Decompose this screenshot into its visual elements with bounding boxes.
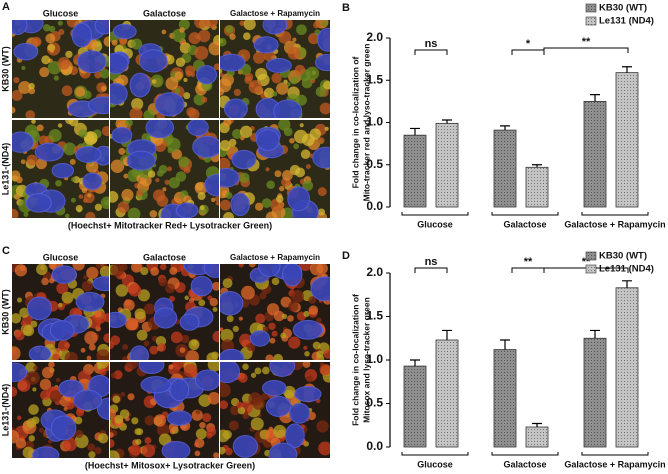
category-bracket [581, 452, 649, 456]
panel-label: B [342, 2, 350, 14]
significance-bracket [511, 49, 545, 55]
micrograph [12, 120, 109, 218]
legend-swatch [585, 3, 597, 13]
row-label: KB30 (WT) [0, 46, 10, 92]
bar [583, 337, 607, 448]
significance-label: ** [582, 36, 591, 48]
column-header: Galactose + Rapamycin [230, 9, 320, 18]
legend-swatch [585, 264, 597, 274]
error-bar [500, 339, 510, 350]
y-tick-label: 0.0 [366, 439, 383, 453]
y-tick-label: 2.0 [366, 265, 383, 279]
y-tick-label: 0.0 [366, 199, 383, 213]
bar [525, 426, 549, 448]
significance-bracket [543, 47, 629, 53]
y-axis-label: Mitosox and lyso-tracker green [361, 297, 371, 423]
category-bracket [491, 452, 559, 456]
micrograph [110, 264, 219, 360]
bar [493, 129, 517, 208]
x-tick-label: Glucose [417, 219, 453, 229]
x-tick-label: Galactose + Rapamycin [564, 219, 665, 229]
bar [493, 349, 517, 448]
category-bracket [491, 212, 559, 216]
micrograph [220, 20, 330, 118]
y-tick-label: 0.5 [366, 396, 383, 410]
bar [615, 72, 639, 208]
y-axis-label: Fold change in co-localization of [350, 56, 360, 188]
y-tick-label: 1.5 [366, 72, 383, 86]
error-bar [500, 125, 510, 131]
significance-label: ns [425, 38, 438, 50]
column-header: Galactose [143, 252, 186, 262]
column-header: Galactose [143, 8, 186, 18]
legend-label: Le131 (ND4) [599, 264, 654, 275]
panel-label: A [2, 1, 10, 13]
bar [583, 100, 607, 208]
error-bar [410, 359, 420, 367]
error-bar [442, 119, 452, 124]
legend-label: KB30 (WT) [599, 3, 647, 14]
micrograph [110, 362, 219, 458]
y-tick-label: 1.0 [366, 115, 383, 129]
category-bracket [401, 212, 469, 216]
micrograph [12, 362, 109, 458]
bar [435, 339, 459, 448]
micrograph [220, 120, 330, 218]
legend-swatch [585, 251, 597, 261]
category-bracket [581, 212, 649, 216]
error-bar [590, 329, 600, 339]
column-header: Galactose + Rapamycin [230, 253, 320, 262]
error-bar [622, 280, 632, 288]
row-label: Le131-(ND4) [0, 384, 10, 437]
y-axis-label: Mito-tracker red and lyso-tracker green [361, 44, 371, 202]
x-tick-label: Glucose [417, 459, 453, 469]
y-tick-label: 0.5 [366, 157, 383, 171]
significance-label: ** [524, 256, 533, 268]
bar [615, 287, 639, 448]
caption: (Hoechst+ Mitotracker Red+ Lysotracker G… [68, 220, 272, 230]
panel-label: C [2, 245, 10, 257]
micrograph [220, 264, 330, 360]
micrograph [110, 120, 219, 218]
x-tick-label: Galactose + Rapamycin [564, 459, 665, 469]
y-axis-label: Fold change in co-localization of [350, 294, 360, 426]
error-bar [410, 127, 420, 136]
legend-swatch [585, 16, 597, 26]
micrograph [220, 362, 330, 458]
micrograph [12, 20, 109, 118]
category-bracket [401, 452, 469, 456]
column-header: Glucose [43, 252, 79, 262]
micrograph [12, 264, 109, 360]
y-tick-label: 1.0 [366, 352, 383, 366]
bar [403, 134, 427, 208]
panel-label: D [342, 250, 350, 262]
row-label: Le131-(ND4) [0, 143, 10, 196]
column-header: Glucose [43, 8, 79, 18]
micrograph [110, 20, 219, 118]
significance-bracket [511, 267, 545, 273]
bar [525, 166, 549, 208]
y-tick-label: 1.5 [366, 309, 383, 323]
error-bar [442, 329, 452, 340]
error-bar [532, 422, 542, 427]
significance-label: ns [425, 256, 438, 268]
significance-label: ** [582, 256, 591, 268]
bar [403, 365, 427, 448]
legend-label: Le131 (ND4) [599, 16, 654, 27]
error-bar [532, 164, 542, 168]
x-tick-label: Galactose [503, 459, 546, 469]
caption: (Hoechst+ Mitosox+ Lysotracker Green) [85, 460, 255, 470]
error-bar [622, 66, 632, 73]
significance-bracket [414, 49, 448, 55]
legend-label: KB30 (WT) [599, 251, 647, 262]
significance-label: * [526, 38, 531, 50]
bar [435, 122, 459, 208]
significance-bracket [414, 267, 448, 273]
error-bar [590, 94, 600, 102]
row-label: KB30 (WT) [0, 289, 10, 335]
x-tick-label: Galactose [503, 219, 546, 229]
y-tick-label: 2.0 [366, 30, 383, 44]
